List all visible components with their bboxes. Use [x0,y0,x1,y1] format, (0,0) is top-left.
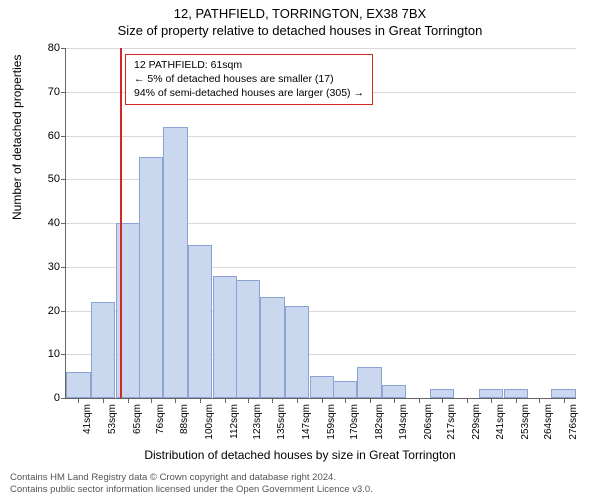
ytick-mark [61,223,66,224]
ytick-label: 50 [30,173,60,185]
xtick-mark [297,398,298,403]
xtick-label: 276sqm [568,404,579,440]
xtick-mark [370,398,371,403]
histogram-bar [91,302,115,398]
histogram-bar [139,157,163,398]
gridline [66,48,576,49]
xtick-label: 88sqm [179,404,190,434]
ytick-label: 10 [30,348,60,360]
histogram-bar [236,280,260,398]
plot-area: 0102030405060708041sqm53sqm65sqm76sqm88s… [65,48,575,398]
marker-line [120,48,122,398]
xtick-mark [78,398,79,403]
xtick-mark [128,398,129,403]
histogram-bar [333,381,357,399]
footer-attribution: Contains HM Land Registry data © Crown c… [10,472,373,496]
ytick-mark [61,48,66,49]
histogram-bar [213,276,237,399]
xtick-mark [200,398,201,403]
x-axis-label: Distribution of detached houses by size … [0,448,600,462]
xtick-mark [467,398,468,403]
xtick-label: 41sqm [82,404,93,434]
xtick-mark [539,398,540,403]
ytick-mark [61,267,66,268]
chart-title-desc: Size of property relative to detached ho… [0,21,600,38]
xtick-mark [103,398,104,403]
ytick-label: 40 [30,217,60,229]
ytick-label: 70 [30,86,60,98]
ytick-mark [61,354,66,355]
footer-line1: Contains HM Land Registry data © Crown c… [10,472,373,484]
histogram-bar [382,385,406,398]
xtick-label: 147sqm [301,404,312,440]
y-axis-label: Number of detached properties [10,55,24,220]
xtick-label: 135sqm [276,404,287,440]
xtick-mark [248,398,249,403]
histogram-bar [357,367,381,398]
xtick-label: 264sqm [543,404,554,440]
ytick-label: 80 [30,42,60,54]
xtick-label: 53sqm [107,404,118,434]
xtick-label: 217sqm [446,404,457,440]
histogram-bar [479,389,503,398]
xtick-label: 100sqm [204,404,215,440]
gridline [66,136,576,137]
xtick-label: 170sqm [349,404,360,440]
ytick-mark [61,311,66,312]
histogram-bar [163,127,187,398]
xtick-mark [516,398,517,403]
xtick-mark [491,398,492,403]
xtick-label: 65sqm [132,404,143,434]
xtick-label: 112sqm [229,404,240,439]
histogram-bar [285,306,309,398]
ytick-label: 60 [30,130,60,142]
annotation-box: 12 PATHFIELD: 61sqm ← 5% of detached hou… [125,54,373,105]
xtick-mark [322,398,323,403]
ytick-label: 20 [30,305,60,317]
xtick-label: 253sqm [520,404,531,440]
annotation-line3: 94% of semi-detached houses are larger (… [134,86,364,100]
ytick-mark [61,92,66,93]
xtick-label: 159sqm [326,404,337,440]
annotation-line1: 12 PATHFIELD: 61sqm [134,58,364,72]
xtick-mark [345,398,346,403]
histogram-bar [551,389,575,398]
xtick-mark [225,398,226,403]
xtick-label: 123sqm [252,404,263,440]
xtick-mark [442,398,443,403]
ytick-label: 30 [30,261,60,273]
histogram-bar [260,297,284,398]
chart-title-address: 12, PATHFIELD, TORRINGTON, EX38 7BX [0,0,600,21]
histogram-bar [430,389,454,398]
xtick-mark [175,398,176,403]
xtick-mark [394,398,395,403]
ytick-mark [61,136,66,137]
xtick-mark [419,398,420,403]
xtick-mark [272,398,273,403]
footer-line2: Contains public sector information licen… [10,484,373,496]
ytick-mark [61,179,66,180]
xtick-label: 76sqm [155,404,166,434]
ytick-mark [61,398,66,399]
xtick-label: 241sqm [495,404,506,440]
histogram-bar [66,372,90,398]
xtick-mark [564,398,565,403]
histogram-bar [310,376,334,398]
xtick-label: 194sqm [398,404,409,440]
xtick-label: 182sqm [374,404,385,440]
histogram-bar [188,245,212,398]
annotation-line2: ← 5% of detached houses are smaller (17) [134,72,364,86]
xtick-label: 206sqm [423,404,434,440]
ytick-label: 0 [30,392,60,404]
histogram-bar [504,389,528,398]
xtick-label: 229sqm [471,404,482,440]
xtick-mark [151,398,152,403]
chart-container: 12, PATHFIELD, TORRINGTON, EX38 7BX Size… [0,0,600,500]
